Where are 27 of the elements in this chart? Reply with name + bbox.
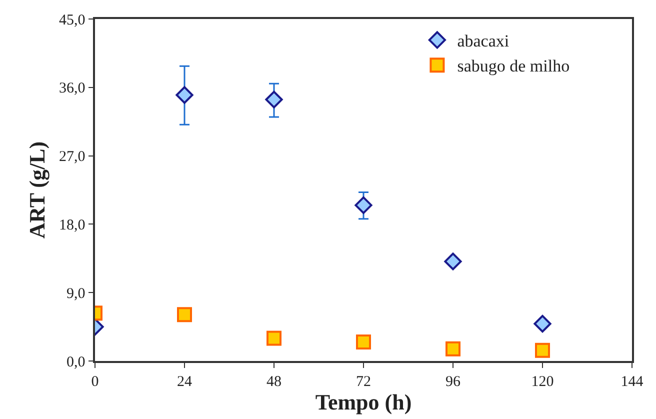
x-tick-label: 24 (177, 374, 192, 390)
x-axis-title: Tempo (h) (315, 390, 412, 415)
y-tick-label: 45,0 (59, 12, 86, 28)
point (446, 341, 460, 356)
y-tick-label: 36,0 (59, 80, 86, 97)
point (444, 252, 462, 270)
x-tick-label: 72 (356, 374, 371, 390)
point (356, 334, 371, 350)
x-tick-label: 48 (266, 374, 282, 390)
x-tick-label: 144 (620, 374, 644, 390)
point (177, 307, 192, 322)
y-tick-label: 9,0 (66, 286, 86, 302)
legend-label: abacaxi (457, 32, 510, 51)
x-tick-label: 96 (446, 374, 461, 390)
y-axis-title: ART (g/L) (24, 141, 50, 239)
x-tick-label: 120 (531, 374, 554, 390)
y-tick-label: 0,0 (66, 354, 86, 370)
legend-label: sabugo de milho (457, 56, 570, 76)
point (266, 330, 282, 346)
point (176, 86, 194, 104)
point (534, 314, 552, 333)
point (354, 196, 372, 214)
point (535, 342, 550, 358)
y-tick-label: 18,0 (59, 217, 86, 234)
point (265, 90, 283, 108)
x-tick-label: 0 (91, 374, 99, 390)
y-tick-label: 27,0 (59, 149, 86, 166)
